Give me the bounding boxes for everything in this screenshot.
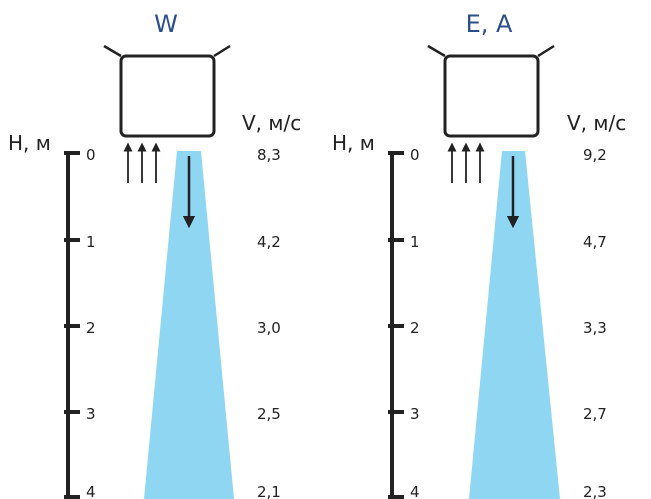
panel-ea: E, A H, м V, м/с 0 1 2 3 4	[332, 10, 626, 499]
air-jet-cone	[144, 151, 234, 499]
height-tick-label: 2	[86, 319, 96, 337]
height-tick-labels: 0 1 2 3 4	[86, 146, 96, 499]
velocity-values: 8,3 4,2 3,0 2,5 2,1	[257, 146, 281, 499]
velocity-value: 2,5	[257, 405, 281, 423]
air-jet-cone	[469, 151, 560, 499]
height-tick-label: 3	[410, 405, 420, 423]
velocity-value: 2,1	[257, 483, 281, 499]
velocity-value: 9,2	[583, 146, 607, 164]
air-unit-box-icon	[427, 44, 555, 138]
height-tick-label: 1	[86, 233, 96, 251]
velocity-value: 3,0	[257, 319, 281, 337]
velocity-value: 3,3	[583, 319, 607, 337]
panel-title-ea: E, A	[466, 10, 513, 38]
height-scale-ticks	[388, 151, 404, 499]
height-tick-label: 0	[410, 146, 420, 164]
height-tick-label: 1	[410, 233, 420, 251]
panel-title-w: W	[154, 10, 178, 38]
axis-label-height: H, м	[332, 131, 375, 155]
velocity-value: 8,3	[257, 146, 281, 164]
velocity-value: 4,2	[257, 233, 281, 251]
air-intake-arrows-icon	[123, 142, 161, 183]
height-tick-label: 3	[86, 405, 96, 423]
velocity-values: 9,2 4,7 3,3 2,7 2,3	[583, 146, 607, 499]
axis-label-velocity: V, м/с	[567, 111, 626, 135]
air-unit-box-icon	[103, 44, 231, 138]
axis-label-velocity: V, м/с	[242, 111, 301, 135]
air-intake-arrows-icon	[447, 142, 485, 183]
height-tick-label: 4	[410, 483, 420, 499]
height-tick-labels: 0 1 2 3 4	[410, 146, 420, 499]
panel-w: W H, м V, м/с 0	[8, 10, 301, 499]
height-tick-label: 0	[86, 146, 96, 164]
velocity-value: 2,7	[583, 405, 607, 423]
velocity-value: 2,3	[583, 483, 607, 499]
axis-label-height: H, м	[8, 131, 51, 155]
height-tick-label: 2	[410, 319, 420, 337]
height-scale-ticks	[64, 151, 80, 499]
velocity-value: 4,7	[583, 233, 607, 251]
height-tick-label: 4	[86, 483, 96, 499]
